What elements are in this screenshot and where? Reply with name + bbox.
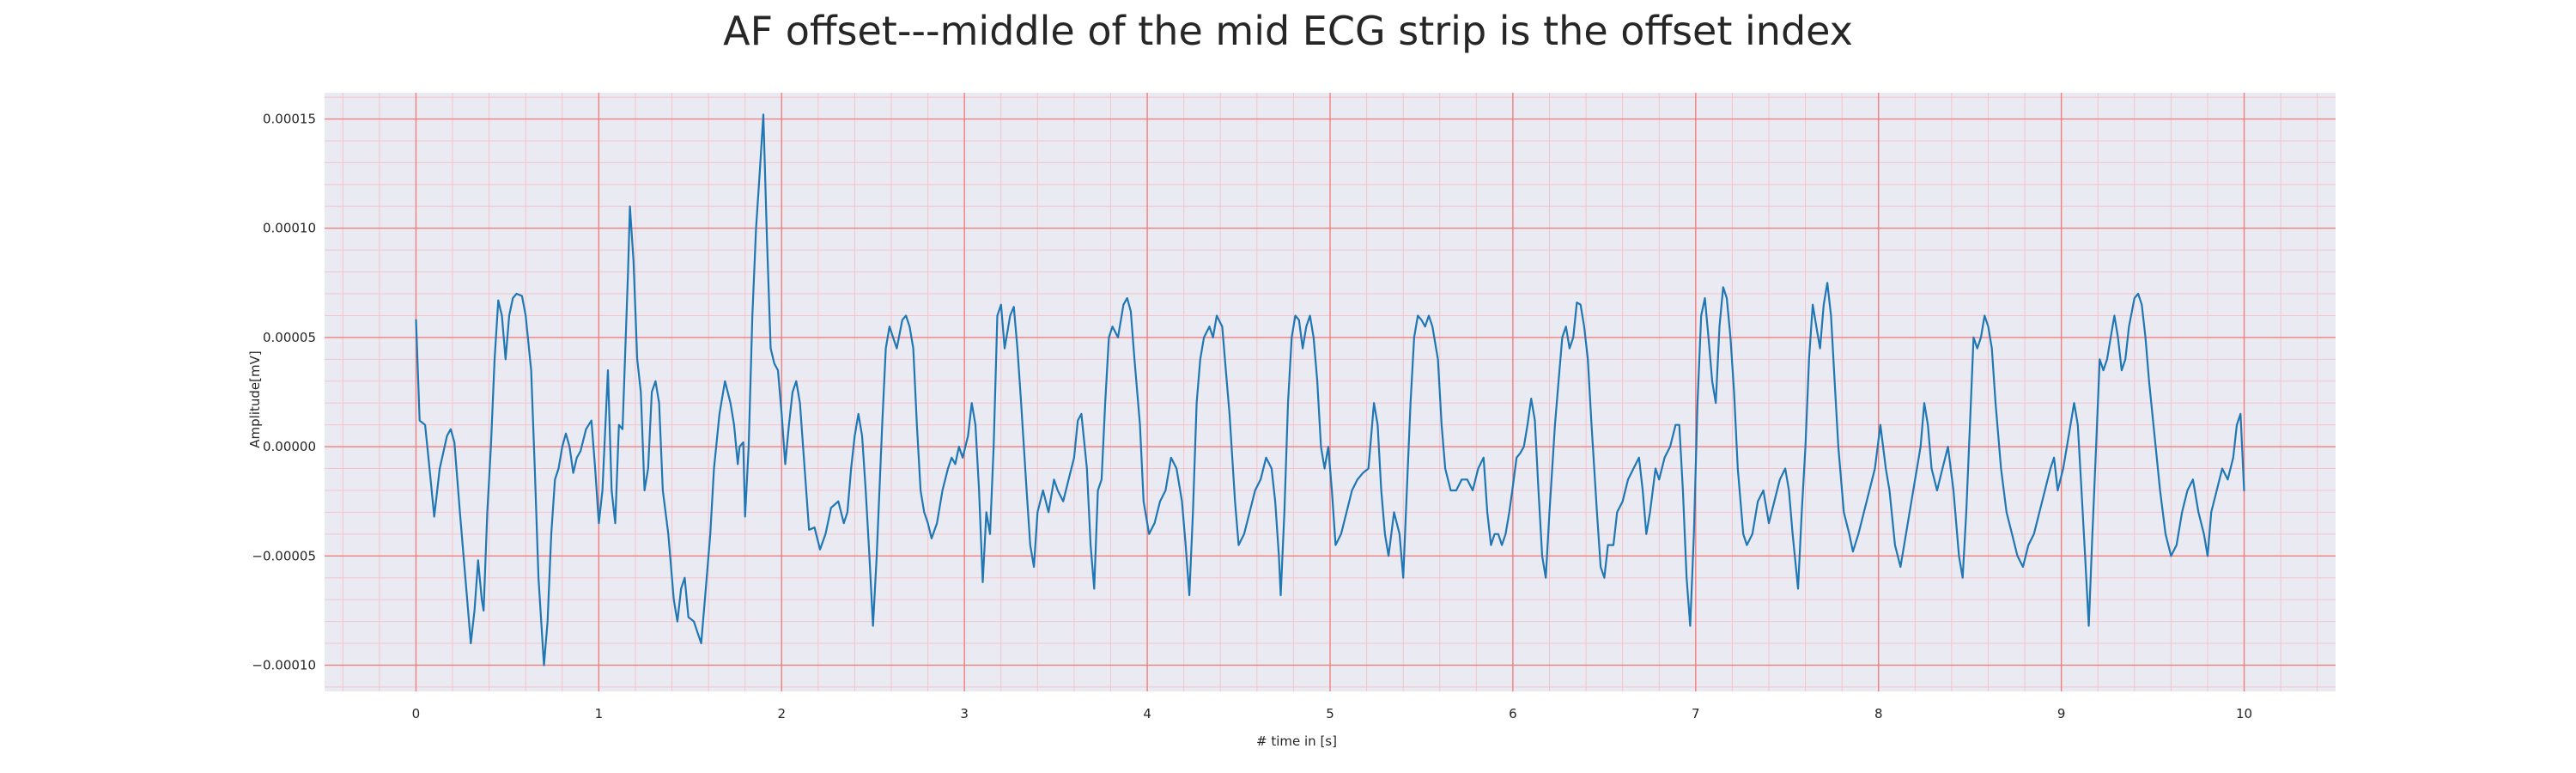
series-layer: [415, 113, 2245, 666]
y-tick-label: −0.00010: [252, 657, 316, 673]
x-tick-label: 5: [1326, 706, 1334, 721]
x-axis-label: # time in [s]: [1256, 733, 1337, 749]
x-tick-label: 4: [1143, 706, 1151, 721]
chart-title: AF offset---middle of the mid ECG strip …: [723, 8, 1853, 54]
y-tick-label: −0.00005: [252, 548, 316, 563]
ecg-signal-line: [415, 113, 2245, 666]
y-tick-label: 0.00010: [263, 221, 316, 236]
x-tick-label: 9: [2057, 706, 2066, 721]
x-tick-label: 6: [1509, 706, 1517, 721]
x-tick-label: 2: [777, 706, 786, 721]
x-tick-label: 7: [1692, 706, 1700, 721]
y-axis-ticks: −0.00010 −0.00005 0.00000 0.00005 0.00010 0.0…: [252, 112, 316, 673]
y-axis-label: Amplitude[mV]: [247, 350, 263, 447]
x-tick-label: 3: [960, 706, 969, 721]
x-axis-ticks: 0 1 2 3 4 5 6 7 8 9 10: [412, 706, 2252, 721]
major-grid: [325, 93, 2336, 691]
x-tick-label: 1: [595, 706, 604, 721]
x-tick-label: 8: [1874, 706, 1883, 721]
x-tick-label: 0: [412, 706, 421, 721]
y-tick-label: 0.00000: [263, 439, 316, 454]
x-tick-label: 10: [2236, 706, 2252, 721]
y-tick-label: 0.00005: [263, 330, 316, 345]
y-tick-label: 0.00015: [263, 112, 316, 127]
